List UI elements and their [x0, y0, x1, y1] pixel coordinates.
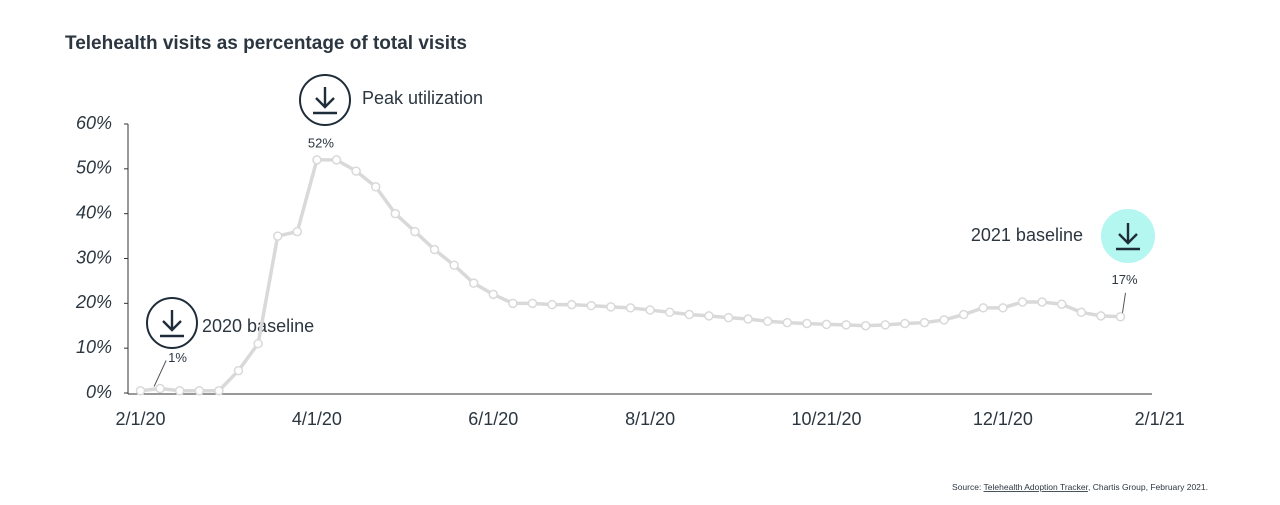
point [958, 309, 969, 320]
point [664, 307, 675, 318]
point [527, 298, 538, 309]
point [449, 260, 459, 270]
x-tick-label: 10/21/20 [791, 409, 861, 429]
point [606, 302, 616, 312]
point [233, 365, 244, 376]
x-tick-label: 8/1/20 [625, 409, 675, 429]
data-label: 52% [308, 135, 334, 150]
point [547, 299, 557, 310]
point [1115, 312, 1126, 322]
point [331, 155, 342, 165]
point [312, 155, 322, 165]
source-suffix: , Chartis Group, February 2021. [1088, 482, 1208, 492]
annotation: 2020 baseline [202, 316, 314, 336]
source: Source: Telehealth Adoption Tracker, Cha… [952, 482, 1208, 492]
point [821, 319, 832, 330]
point [174, 386, 185, 396]
source-prefix: Source: [952, 482, 981, 492]
point [253, 338, 263, 349]
x-tick-label: 12/1/20 [973, 409, 1033, 429]
x-tick-label: 4/1/20 [292, 409, 342, 429]
annotation: Peak utilization [362, 88, 483, 108]
chart-title: Telehealth visits as percentage of total… [65, 33, 467, 54]
leader [1122, 292, 1126, 313]
point [625, 303, 636, 313]
point [410, 226, 420, 237]
point [586, 300, 597, 311]
point [508, 298, 518, 309]
y-tick-label: 60% [76, 113, 112, 133]
y-tick-label: 50% [76, 158, 112, 178]
x-tick-label: 6/1/20 [468, 409, 518, 429]
y-tick-label: 10% [76, 337, 112, 357]
leader [153, 360, 167, 387]
line [140, 158, 1121, 393]
point [645, 305, 655, 315]
y-tick-label: 40% [76, 202, 112, 222]
source-link[interactable]: Telehealth Adoption Tracker [984, 482, 1089, 492]
point [370, 182, 381, 192]
y-tick-label: 20% [75, 292, 112, 312]
point [880, 320, 891, 330]
point [998, 303, 1008, 313]
point [1056, 299, 1067, 309]
point [978, 303, 989, 313]
icon-2021 [1101, 209, 1155, 263]
point [292, 226, 303, 237]
y-tick-label: 30% [76, 247, 112, 267]
point [743, 314, 753, 324]
y-tick-label: 0% [86, 382, 112, 402]
x-tick-label: 2/1/21 [1135, 409, 1185, 429]
point [860, 321, 871, 331]
point [723, 312, 734, 323]
point [155, 383, 165, 394]
point [468, 278, 479, 288]
point [704, 311, 714, 321]
point [900, 318, 910, 329]
point [351, 166, 361, 176]
x-tick-label: 2/1/20 [115, 409, 165, 429]
point [1017, 297, 1028, 307]
point [1037, 297, 1047, 307]
annotation: 2021 baseline [971, 225, 1083, 245]
point [919, 317, 930, 328]
point [390, 208, 401, 219]
point [1076, 307, 1087, 318]
point [782, 317, 793, 328]
icon-2020 [146, 297, 198, 349]
point [939, 315, 949, 325]
point [802, 318, 812, 329]
icon-peak [299, 74, 351, 126]
point [841, 320, 851, 330]
point [135, 386, 146, 396]
point [194, 386, 205, 396]
point [762, 316, 773, 327]
point [429, 244, 440, 255]
point [214, 386, 224, 396]
point [488, 289, 499, 300]
data-label: 17% [1111, 272, 1137, 287]
point [272, 231, 283, 241]
data-label: 1% [168, 350, 187, 365]
point [566, 299, 577, 310]
point [1096, 311, 1106, 321]
point [684, 309, 695, 320]
